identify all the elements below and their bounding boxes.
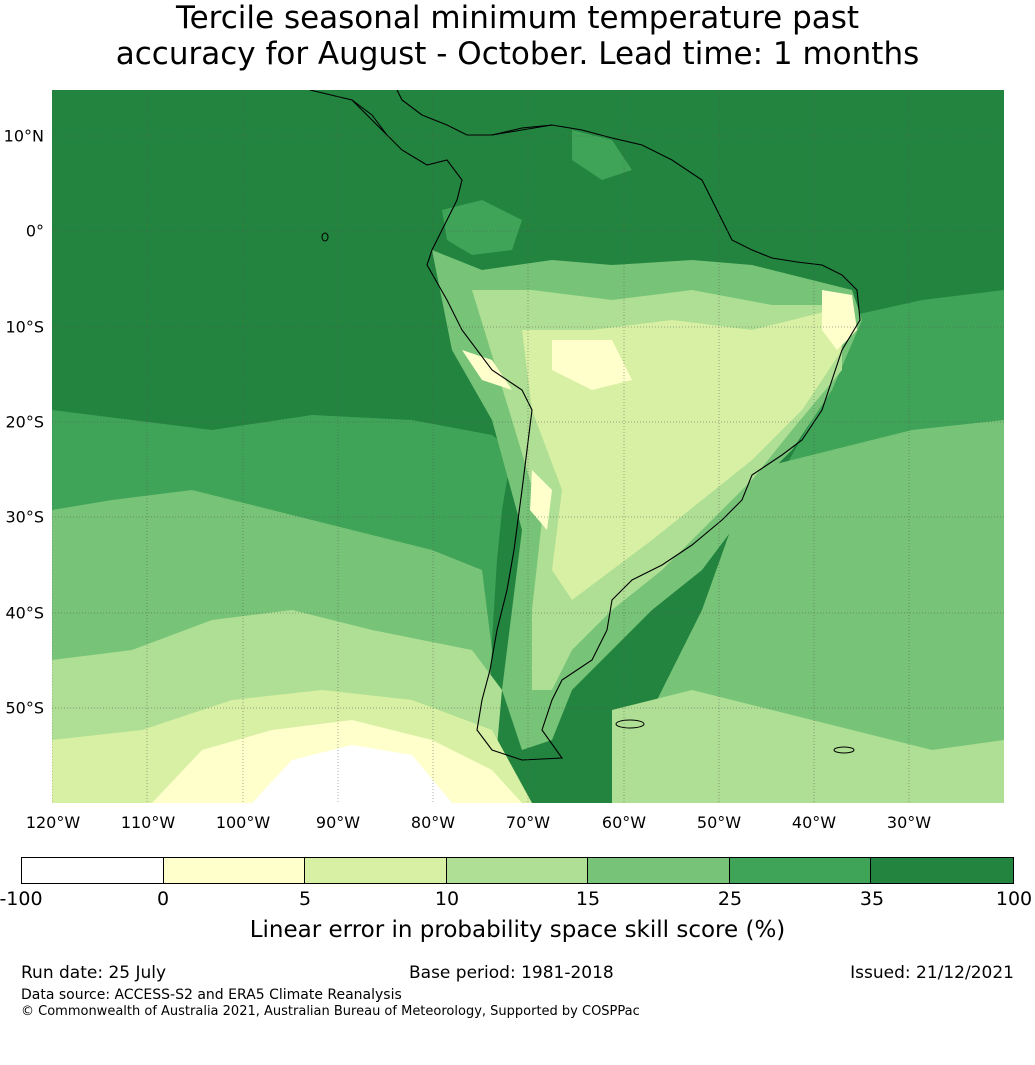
lat-label-20s: 20°S [5, 412, 44, 432]
lon-label-60w: 60°W [601, 813, 647, 832]
run-date: Run date: 25 July [21, 963, 167, 983]
colorbar-segment-2 [305, 858, 447, 883]
colorbar-label: Linear error in probability space skill … [249, 917, 786, 943]
lon-label-70w: 70°W [505, 813, 551, 832]
coastline-south-america [309, 90, 861, 761]
lat-label-10s: 10°S [5, 317, 44, 337]
colorbar-tick-35: 35 [859, 888, 885, 910]
colorbar-segment-0 [22, 858, 164, 883]
lon-label-40w: 40°W [791, 813, 837, 832]
land-band-north [442, 130, 632, 255]
gridlines [52, 90, 1004, 803]
data-source: Data source: ACCESS-S2 and ERA5 Climate … [21, 987, 402, 1003]
island-falklands [615, 719, 645, 729]
skill-map [52, 90, 1004, 803]
colorbar-tick-25: 25 [717, 888, 743, 910]
band-15-atlantic-south [612, 690, 1004, 803]
lon-label-80w: 80°W [410, 813, 456, 832]
copyright-notice: © Commonwealth of Australia 2021, Austra… [21, 1004, 640, 1019]
colorbar-tick-10: 10 [434, 888, 460, 910]
lon-label-50w: 50°W [696, 813, 742, 832]
colorbar-segment-6 [871, 858, 1013, 883]
lat-label-30s: 30°S [5, 507, 44, 527]
land-band-5 [462, 290, 857, 530]
colorbar-segment-5 [729, 858, 872, 883]
colorbar [21, 857, 1014, 884]
lat-label-10n: 10°N [3, 126, 44, 146]
map-canvas [52, 90, 1004, 803]
island-galapagos [321, 232, 329, 242]
title-line-1: Tercile seasonal minimum temperature pas… [175, 0, 860, 36]
lon-label-100w: 100°W [215, 813, 271, 832]
lon-label-120w: 120°W [25, 813, 81, 832]
band-neg-south [252, 745, 452, 803]
lon-label-30w: 30°W [886, 813, 932, 832]
colorbar-tick-100: 100 [995, 888, 1033, 910]
colorbar-tick-15: 15 [575, 888, 601, 910]
colorbar-segment-3 [446, 858, 589, 883]
coastline-caribbean [351, 99, 553, 136]
lon-label-110w: 110°W [120, 813, 176, 832]
colorbar-segment-4 [588, 858, 730, 883]
colorbar-segment-1 [163, 858, 306, 883]
title-line-2: accuracy for August - October. Lead time… [115, 36, 920, 72]
lat-label-50s: 50°S [5, 698, 44, 718]
issued-date: Issued: 21/12/2021 [850, 963, 1014, 983]
lat-label-0: 0° [25, 221, 44, 241]
island-south-georgia [833, 746, 855, 754]
chart-title: Tercile seasonal minimum temperature pas… [0, 0, 1035, 72]
lon-label-90w: 90°W [315, 813, 361, 832]
colorbar-tick-0: 0 [156, 888, 170, 910]
base-period: Base period: 1981-2018 [409, 963, 614, 983]
colorbar-tick-5: 5 [298, 888, 312, 910]
lat-label-40s: 40°S [5, 603, 44, 623]
colorbar-tick-neg100: -100 [0, 888, 43, 910]
